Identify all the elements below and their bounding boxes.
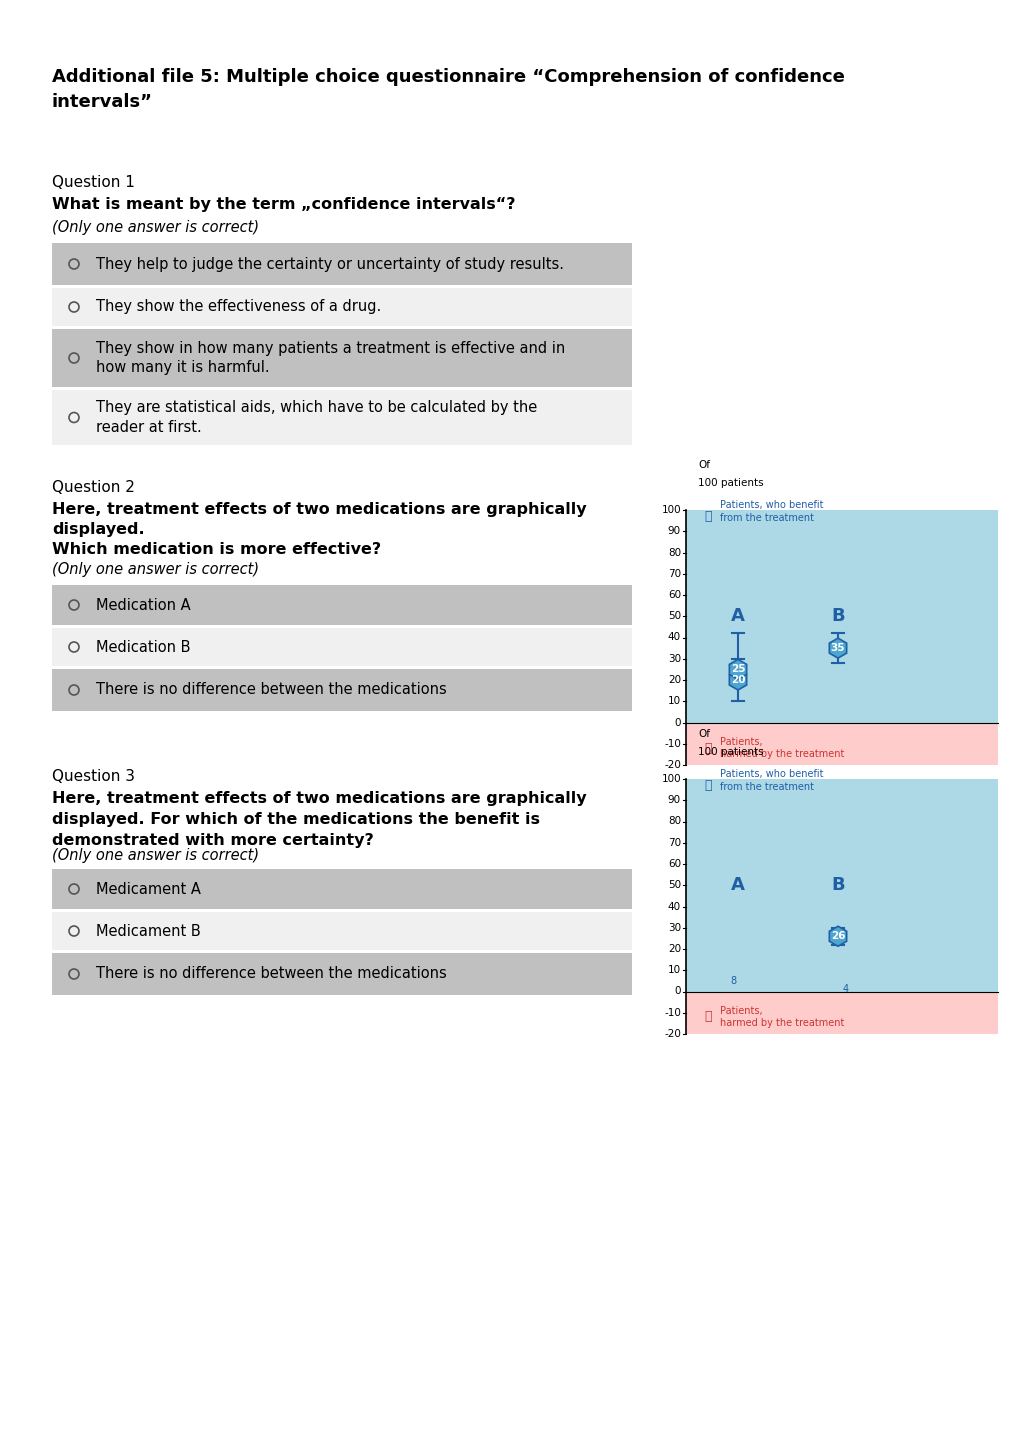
Text: 26: 26 (829, 931, 845, 941)
Text: 80: 80 (667, 547, 681, 557)
FancyBboxPatch shape (686, 723, 997, 765)
Text: 90: 90 (667, 527, 681, 537)
Text: 100: 100 (660, 505, 681, 515)
Polygon shape (828, 638, 846, 658)
Text: They are statistical aids, which have to be calculated by the
reader at first.: They are statistical aids, which have to… (96, 400, 537, 434)
Text: 20: 20 (667, 944, 681, 954)
Text: Question 2: Question 2 (52, 481, 135, 495)
Text: 👎: 👎 (703, 1010, 711, 1023)
Text: A: A (731, 608, 744, 625)
FancyBboxPatch shape (52, 390, 632, 444)
Text: Medication B: Medication B (96, 639, 191, 655)
Text: Question 1: Question 1 (52, 175, 135, 190)
Text: 40: 40 (667, 632, 681, 642)
FancyBboxPatch shape (52, 952, 632, 996)
FancyBboxPatch shape (52, 869, 632, 909)
Text: -10: -10 (663, 739, 681, 749)
Polygon shape (828, 926, 846, 947)
Text: 100 patients: 100 patients (697, 478, 763, 488)
Text: They show the effectiveness of a drug.: They show the effectiveness of a drug. (96, 300, 381, 315)
Text: Medication A: Medication A (96, 597, 191, 612)
FancyBboxPatch shape (52, 912, 632, 949)
FancyBboxPatch shape (52, 670, 632, 711)
FancyBboxPatch shape (686, 509, 997, 723)
Text: Patients, who benefit
from the treatment: Patients, who benefit from the treatment (719, 501, 822, 522)
Text: 100 patients: 100 patients (697, 747, 763, 758)
Text: -20: -20 (663, 760, 681, 771)
Text: What is meant by the term „confidence intervals“?: What is meant by the term „confidence in… (52, 198, 515, 212)
Polygon shape (729, 670, 746, 690)
Text: (Only one answer is correct): (Only one answer is correct) (52, 219, 259, 235)
Text: -10: -10 (663, 1007, 681, 1017)
Text: 50: 50 (667, 880, 681, 890)
Text: 0: 0 (674, 717, 681, 727)
Text: There is no difference between the medications: There is no difference between the medic… (96, 683, 446, 697)
Text: There is no difference between the medications: There is no difference between the medic… (96, 967, 446, 981)
Text: Patients, who benefit
from the treatment: Patients, who benefit from the treatment (719, 769, 822, 792)
Text: 70: 70 (667, 838, 681, 847)
Text: displayed.: displayed. (52, 522, 145, 537)
Text: 10: 10 (667, 965, 681, 975)
Text: Here, treatment effects of two medications are graphically: Here, treatment effects of two medicatio… (52, 502, 586, 517)
Text: 100: 100 (660, 773, 681, 784)
Text: A: A (731, 876, 744, 895)
Text: 4: 4 (842, 984, 848, 994)
Text: 8: 8 (730, 975, 736, 986)
Text: Of: Of (697, 729, 709, 739)
Text: Medicament B: Medicament B (96, 924, 201, 938)
Text: Here, treatment effects of two medications are graphically
displayed. For which : Here, treatment effects of two medicatio… (52, 791, 586, 848)
Text: They help to judge the certainty or uncertainty of study results.: They help to judge the certainty or unce… (96, 257, 564, 271)
Text: 40: 40 (667, 902, 681, 912)
Text: Patients,
harmed by the treatment: Patients, harmed by the treatment (719, 1006, 844, 1029)
Text: 70: 70 (667, 569, 681, 579)
Text: Which medication is more effective?: Which medication is more effective? (52, 543, 381, 557)
Text: B: B (830, 876, 844, 895)
Text: 25: 25 (730, 664, 745, 674)
Text: Patients,
harmed by the treatment: Patients, harmed by the treatment (719, 737, 844, 759)
Text: (Only one answer is correct): (Only one answer is correct) (52, 848, 259, 863)
Text: (Only one answer is correct): (Only one answer is correct) (52, 561, 259, 577)
Text: 50: 50 (667, 612, 681, 622)
Text: 35: 35 (829, 644, 845, 654)
Text: Of: Of (697, 460, 709, 470)
Text: B: B (830, 608, 844, 625)
FancyBboxPatch shape (52, 329, 632, 387)
FancyBboxPatch shape (686, 991, 997, 1035)
FancyBboxPatch shape (686, 779, 997, 991)
FancyBboxPatch shape (52, 289, 632, 326)
Text: 10: 10 (667, 697, 681, 706)
Text: 80: 80 (667, 817, 681, 827)
Polygon shape (729, 659, 746, 680)
Text: They show in how many patients a treatment is effective and in
how many it is ha: They show in how many patients a treatme… (96, 341, 565, 375)
Text: -20: -20 (663, 1029, 681, 1039)
FancyBboxPatch shape (52, 628, 632, 667)
FancyBboxPatch shape (52, 584, 632, 625)
Text: 0: 0 (674, 987, 681, 997)
FancyBboxPatch shape (52, 242, 632, 286)
Text: 👍: 👍 (703, 509, 711, 522)
Text: 60: 60 (667, 859, 681, 869)
Text: 60: 60 (667, 590, 681, 600)
Text: 20: 20 (667, 675, 681, 685)
Text: 90: 90 (667, 795, 681, 805)
Text: 👎: 👎 (703, 742, 711, 755)
Text: Question 3: Question 3 (52, 769, 135, 784)
Text: Medicament A: Medicament A (96, 882, 201, 896)
Text: 👍: 👍 (703, 779, 711, 792)
Text: 30: 30 (667, 654, 681, 664)
Text: 20: 20 (730, 675, 745, 685)
Text: Additional file 5: Multiple choice questionnaire “Comprehension of confidence
in: Additional file 5: Multiple choice quest… (52, 68, 844, 111)
Text: 30: 30 (667, 922, 681, 932)
